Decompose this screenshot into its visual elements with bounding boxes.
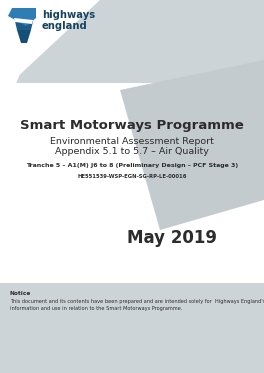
Polygon shape	[17, 30, 31, 43]
Polygon shape	[0, 0, 100, 93]
Text: Smart Motorways Programme: Smart Motorways Programme	[20, 119, 244, 132]
Text: Environmental Assessment Report: Environmental Assessment Report	[50, 137, 214, 145]
Text: information and use in relation to the Smart Motorways Programme.: information and use in relation to the S…	[10, 306, 182, 311]
Text: england: england	[42, 21, 88, 31]
Text: HE551539-WSP-EGN-SG-RP-LE-00016: HE551539-WSP-EGN-SG-RP-LE-00016	[77, 173, 187, 179]
Text: Tranche 5 – A1(M) J6 to 8 (Preliminary Design – PCF Stage 3): Tranche 5 – A1(M) J6 to 8 (Preliminary D…	[26, 163, 238, 169]
Text: Appendix 5.1 to 5.7 – Air Quality: Appendix 5.1 to 5.7 – Air Quality	[55, 147, 209, 157]
Polygon shape	[120, 60, 264, 230]
Polygon shape	[12, 8, 36, 30]
Text: highways: highways	[42, 10, 95, 20]
Text: Notice: Notice	[10, 291, 31, 296]
Polygon shape	[14, 18, 33, 24]
Polygon shape	[8, 8, 36, 26]
FancyBboxPatch shape	[0, 345, 264, 373]
FancyBboxPatch shape	[0, 83, 264, 283]
Text: May 2019: May 2019	[127, 229, 217, 247]
Text: This document and its contents have been prepared and are intended solely for  H: This document and its contents have been…	[10, 299, 264, 304]
